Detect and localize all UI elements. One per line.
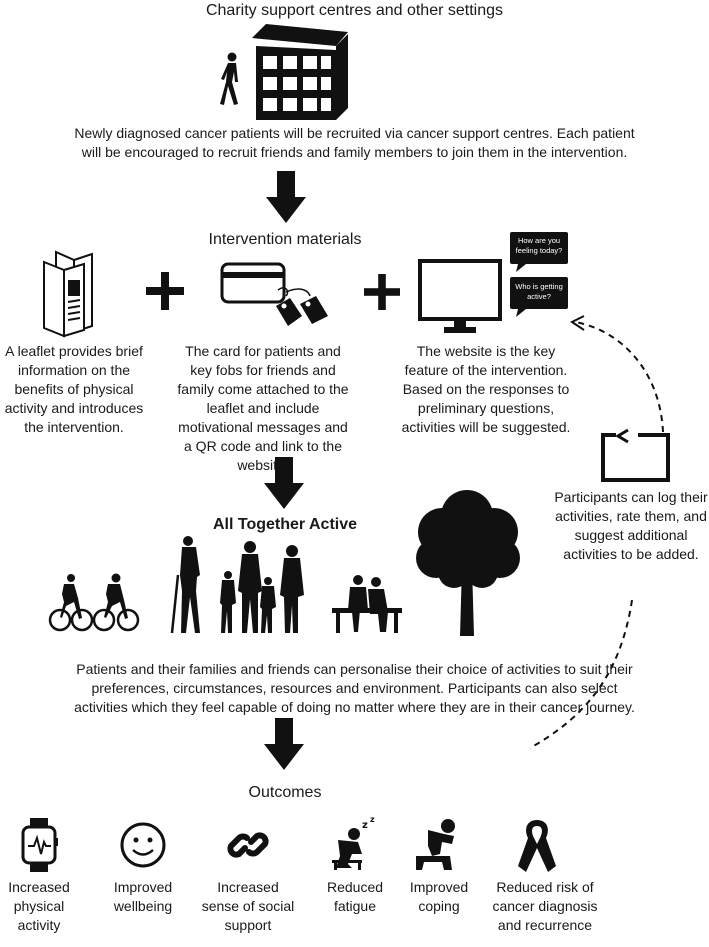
card-and-keyfob-icon (220, 262, 328, 326)
monitor-icon (418, 259, 502, 333)
website-description: The website is the key feature of the in… (401, 343, 571, 435)
tree-icon (416, 490, 520, 636)
speech-bubble-1-text: How are you feeling today? (515, 236, 563, 255)
cancer-ribbon-icon (518, 820, 556, 872)
down-arrow-icon (264, 718, 304, 770)
tired-person-icon: z z (332, 815, 375, 870)
log-activities-text: Participants can log their activities, r… (554, 489, 708, 562)
leaflet-description: A leaflet provides brief information on … (4, 343, 144, 435)
svg-text:z: z (362, 820, 368, 831)
cyclists-icon (48, 573, 140, 632)
plus-icon (146, 272, 184, 310)
family-walking-icon (170, 536, 304, 634)
distressed-person-icon (416, 819, 455, 870)
svg-text:z: z (370, 815, 375, 824)
speech-bubble-2-text: Who is getting active? (515, 282, 563, 301)
recruitment-line-1: Newly diagnosed cancer patients will be … (74, 125, 635, 141)
personalise-text: Patients and their families and friends … (0, 660, 709, 717)
plus-icon (364, 274, 400, 310)
smiley-face-icon (120, 822, 166, 868)
down-arrow-icon (264, 457, 304, 509)
building-icon (252, 24, 348, 120)
loop-refresh-icon (601, 428, 670, 482)
leaflet-icon (43, 250, 93, 338)
speech-bubble-icon (510, 232, 568, 272)
down-arrow-icon (266, 171, 306, 223)
outcome-label: Increased physical activity (8, 879, 70, 933)
personalise-line-3: activities which they feel capable of do… (74, 699, 635, 715)
personalise-line-1: Patients and their families and friends … (76, 661, 633, 677)
charity-title: Charity support centres and other settin… (205, 2, 504, 19)
smartwatch-icon (21, 818, 58, 872)
recruitment-line-2: will be encouraged to recruit friends an… (81, 144, 628, 160)
personalise-line-2: preferences, circumstances, resources an… (91, 680, 618, 696)
recruitment-text: Newly diagnosed cancer patients will be … (0, 124, 709, 162)
outcomes-title: Outcomes (248, 784, 322, 801)
outcome-label: Reduced risk of cancer diagnosis and rec… (492, 879, 598, 933)
chain-link-icon (227, 832, 269, 858)
outcome-label: Increased sense of social support (201, 879, 295, 933)
materials-title: Intervention materials (208, 231, 362, 248)
speech-bubble-icon (510, 277, 568, 317)
program-title: All Together Active (212, 516, 358, 533)
outcome-label: Improved coping (409, 879, 469, 914)
outcome-label: Improved wellbeing (113, 879, 173, 914)
walking-person-icon (220, 52, 238, 105)
card-description: The card for patients and key fobs for f… (177, 343, 349, 473)
outcome-label: Reduced fatigue (326, 879, 384, 914)
couple-on-bench-icon (332, 575, 402, 633)
